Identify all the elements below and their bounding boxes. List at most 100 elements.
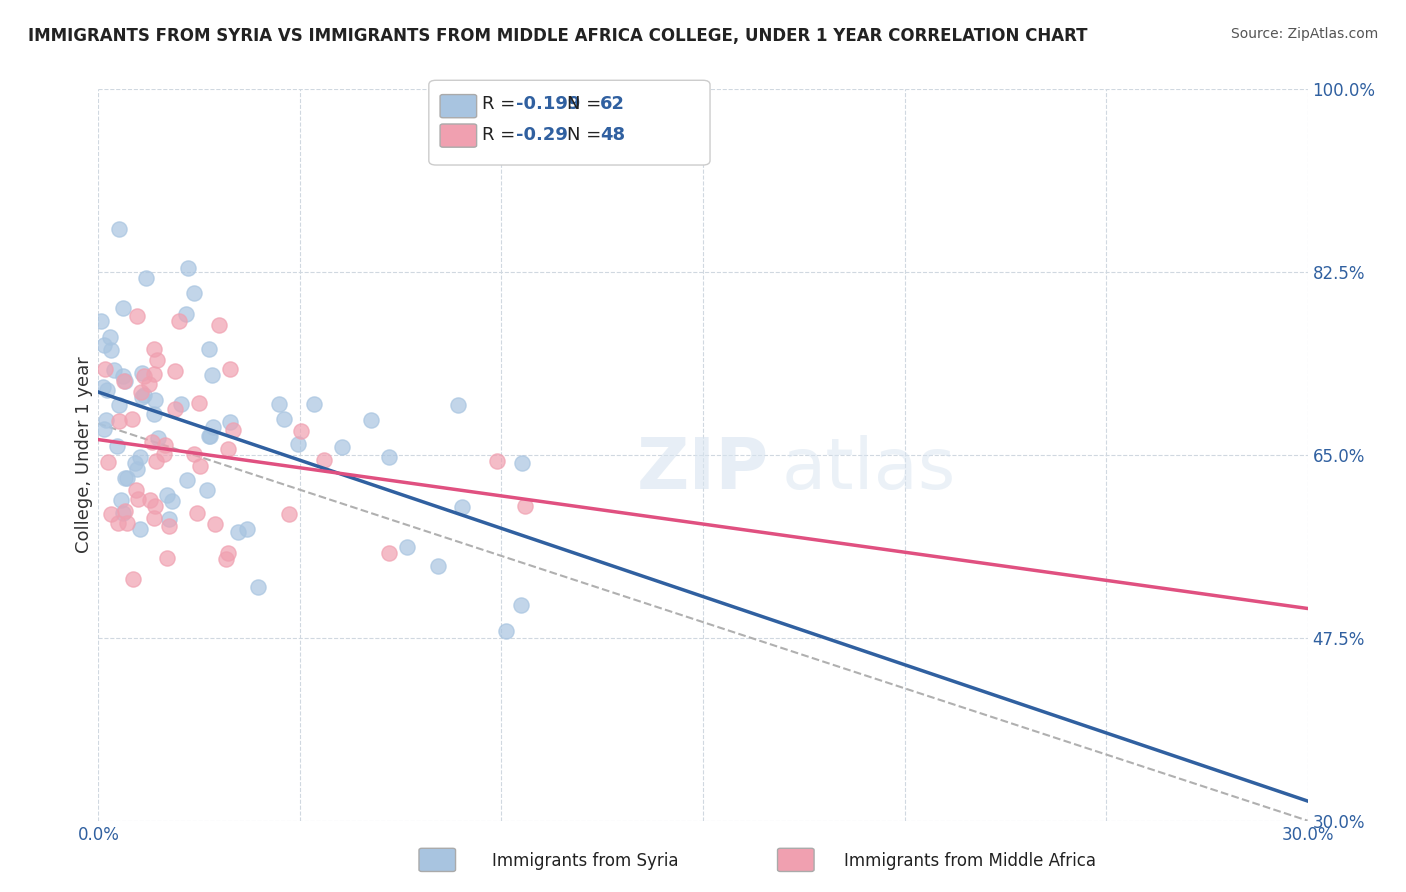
Immigrants from Middle Africa <box>188 458 211 473</box>
Immigrants from Syria <box>267 397 290 411</box>
Immigrants from Syria <box>110 493 132 508</box>
Immigrants from Syria <box>112 368 135 383</box>
Immigrants from Middle Africa <box>121 412 143 426</box>
Immigrants from Middle Africa <box>143 367 166 381</box>
Immigrants from Middle Africa <box>183 447 205 461</box>
Immigrants from Middle Africa <box>215 551 238 566</box>
Immigrants from Syria <box>174 307 197 321</box>
Text: R =: R = <box>482 95 522 113</box>
Immigrants from Middle Africa <box>107 414 129 428</box>
Immigrants from Syria <box>124 457 146 471</box>
Immigrants from Syria <box>135 271 157 285</box>
Text: 62: 62 <box>600 95 626 113</box>
Immigrants from Syria <box>131 366 153 380</box>
Immigrants from Syria <box>108 222 131 236</box>
Immigrants from Middle Africa <box>153 438 176 452</box>
Immigrants from Syria <box>91 380 114 394</box>
Text: -0.199: -0.199 <box>516 95 581 113</box>
Immigrants from Syria <box>157 512 180 526</box>
Immigrants from Middle Africa <box>143 342 166 356</box>
Immigrants from Syria <box>170 397 193 411</box>
Immigrants from Middle Africa <box>153 447 176 461</box>
Immigrants from Middle Africa <box>145 454 167 468</box>
Immigrants from Middle Africa <box>167 314 190 328</box>
Immigrants from Syria <box>273 412 295 426</box>
Immigrants from Syria <box>129 522 152 536</box>
Immigrants from Syria <box>132 387 155 401</box>
Immigrants from Syria <box>246 580 269 594</box>
Immigrants from Syria <box>226 524 249 539</box>
Immigrants from Syria <box>111 301 134 315</box>
Immigrants from Middle Africa <box>93 361 115 376</box>
Immigrants from Syria <box>160 494 183 508</box>
Immigrants from Syria <box>360 412 382 426</box>
Immigrants from Middle Africa <box>129 385 152 400</box>
Immigrants from Syria <box>183 286 205 301</box>
Immigrants from Syria <box>96 383 118 397</box>
Immigrants from Syria <box>330 440 353 454</box>
Immigrants from Middle Africa <box>204 516 226 531</box>
Immigrants from Syria <box>90 314 112 328</box>
Immigrants from Syria <box>142 407 165 421</box>
Immigrants from Middle Africa <box>312 453 335 467</box>
Immigrants from Syria <box>93 338 115 352</box>
Immigrants from Syria <box>143 393 166 408</box>
Immigrants from Syria <box>304 397 326 411</box>
Immigrants from Syria <box>509 598 531 612</box>
Immigrants from Syria <box>195 483 218 498</box>
Immigrants from Middle Africa <box>132 369 155 384</box>
Text: N =: N = <box>567 126 606 144</box>
Immigrants from Middle Africa <box>145 352 167 367</box>
Immigrants from Syria <box>131 390 153 404</box>
Immigrants from Middle Africa <box>143 499 166 513</box>
Immigrants from Middle Africa <box>278 507 301 521</box>
Text: atlas: atlas <box>782 435 956 504</box>
Text: ZIP: ZIP <box>637 435 769 504</box>
Immigrants from Syria <box>105 439 128 453</box>
Text: Source: ZipAtlas.com: Source: ZipAtlas.com <box>1230 27 1378 41</box>
Text: 48: 48 <box>600 126 626 144</box>
Immigrants from Syria <box>129 450 152 464</box>
Immigrants from Syria <box>94 413 117 427</box>
Immigrants from Syria <box>198 428 221 442</box>
Text: R =: R = <box>482 126 522 144</box>
Immigrants from Syria <box>218 415 240 429</box>
Immigrants from Syria <box>236 523 259 537</box>
Immigrants from Syria <box>114 374 136 388</box>
Immigrants from Middle Africa <box>117 516 139 530</box>
Immigrants from Middle Africa <box>378 546 401 560</box>
Immigrants from Middle Africa <box>156 550 179 565</box>
Immigrants from Syria <box>377 450 399 464</box>
Immigrants from Middle Africa <box>217 546 239 560</box>
Immigrants from Syria <box>197 342 219 356</box>
Y-axis label: College, Under 1 year: College, Under 1 year <box>75 357 93 553</box>
Immigrants from Syria <box>114 471 136 485</box>
Immigrants from Syria <box>98 329 121 343</box>
Immigrants from Middle Africa <box>485 454 508 468</box>
Immigrants from Middle Africa <box>142 510 165 524</box>
Immigrants from Syria <box>287 437 309 451</box>
Immigrants from Syria <box>200 368 222 382</box>
Immigrants from Middle Africa <box>219 361 242 376</box>
Immigrants from Middle Africa <box>100 507 122 521</box>
Immigrants from Middle Africa <box>157 518 180 533</box>
Immigrants from Syria <box>201 420 224 434</box>
Immigrants from Syria <box>93 422 115 436</box>
Text: IMMIGRANTS FROM SYRIA VS IMMIGRANTS FROM MIDDLE AFRICA COLLEGE, UNDER 1 YEAR COR: IMMIGRANTS FROM SYRIA VS IMMIGRANTS FROM… <box>28 27 1088 45</box>
Immigrants from Middle Africa <box>163 364 186 378</box>
Immigrants from Syria <box>177 260 200 275</box>
Immigrants from Middle Africa <box>207 318 229 332</box>
Immigrants from Middle Africa <box>186 507 208 521</box>
Immigrants from Middle Africa <box>163 402 186 417</box>
Immigrants from Middle Africa <box>515 500 537 514</box>
Immigrants from Syria <box>111 506 134 520</box>
Immigrants from Middle Africa <box>125 483 148 497</box>
Immigrants from Middle Africa <box>217 442 239 456</box>
Immigrants from Syria <box>447 398 470 412</box>
Immigrants from Syria <box>108 398 131 412</box>
Immigrants from Middle Africa <box>107 516 129 531</box>
Immigrants from Syria <box>426 559 449 574</box>
Immigrants from Syria <box>198 429 221 443</box>
Immigrants from Syria <box>146 431 169 445</box>
Text: Immigrants from Syria: Immigrants from Syria <box>492 852 679 870</box>
